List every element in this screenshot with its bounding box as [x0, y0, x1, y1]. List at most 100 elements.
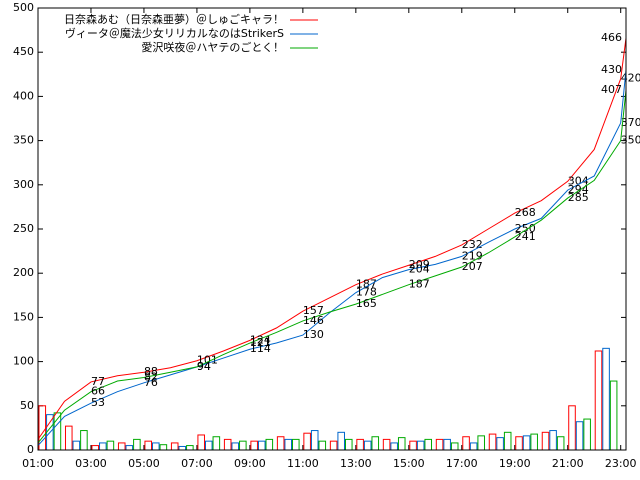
series-line — [37, 37, 627, 440]
bar — [602, 347, 610, 451]
data-label: 114 — [250, 342, 271, 355]
bar — [541, 431, 550, 451]
legend-label: 愛沢咲夜＠ハヤテのごとく！ — [141, 40, 284, 54]
bar — [303, 432, 311, 451]
bar — [594, 350, 603, 451]
data-label: 268 — [515, 206, 536, 219]
bar — [530, 433, 538, 451]
data-label: 53 — [91, 396, 105, 409]
data-label: 204 — [409, 263, 430, 276]
legend-label: ヴィータ＠魔法少女リリカルなのはStrikerS — [65, 26, 284, 40]
bar — [515, 436, 523, 451]
bar — [310, 430, 319, 451]
bar — [99, 442, 107, 451]
y-tick-label: 350 — [13, 134, 34, 147]
data-label: 146 — [303, 314, 324, 327]
bar — [329, 440, 338, 451]
bar — [435, 438, 444, 451]
bar — [133, 438, 141, 451]
data-label: 430 — [601, 63, 622, 76]
data-label: 178 — [356, 286, 377, 299]
x-tick-label: 13:00 — [340, 457, 372, 470]
y-tick-label: 450 — [13, 45, 34, 58]
bar — [170, 442, 179, 451]
bar — [363, 440, 372, 451]
data-label: 407 — [601, 83, 622, 96]
bar — [159, 444, 168, 451]
data-label: 82 — [144, 371, 158, 384]
x-tick-label: 15:00 — [393, 457, 425, 470]
bar — [186, 445, 194, 451]
data-label: 130 — [303, 328, 324, 341]
bar — [477, 435, 485, 451]
bar — [318, 440, 327, 451]
bar — [609, 380, 618, 451]
bar — [284, 438, 293, 451]
bar — [397, 437, 406, 451]
y-tick-label: 150 — [13, 310, 34, 323]
y-tick-label: 100 — [13, 355, 34, 368]
x-tick-label: 07:00 — [181, 457, 213, 470]
bar — [575, 421, 584, 451]
x-tick-label: 17:00 — [446, 457, 478, 470]
bar — [556, 436, 565, 451]
bar — [152, 442, 160, 451]
bar — [344, 438, 353, 451]
bar — [568, 405, 576, 451]
y-tick-label: 50 — [20, 399, 34, 412]
bar — [356, 438, 364, 451]
x-tick-label: 03:00 — [75, 457, 107, 470]
bar — [106, 440, 115, 451]
data-label: 294 — [568, 183, 589, 196]
data-label: 66 — [91, 385, 105, 398]
bar — [117, 442, 126, 451]
data-label: 94 — [197, 360, 211, 373]
x-tick-label: 09:00 — [234, 457, 266, 470]
bar — [390, 442, 398, 451]
data-label: 370 — [621, 116, 640, 129]
bar — [91, 445, 100, 451]
data-label: 304 — [568, 174, 589, 187]
bar — [204, 440, 213, 451]
data-label: 466 — [601, 31, 622, 44]
bar — [488, 433, 497, 451]
bar — [125, 445, 134, 451]
bar — [257, 440, 266, 451]
y-tick-label: 500 — [13, 1, 34, 14]
y-tick-label: 300 — [13, 178, 34, 191]
bar — [223, 438, 232, 451]
bar — [371, 436, 380, 451]
bar — [522, 435, 531, 451]
y-tick-label: 400 — [13, 89, 34, 102]
data-label: 77 — [91, 375, 105, 388]
y-tick-label: 200 — [13, 266, 34, 279]
bar — [503, 431, 512, 451]
data-label: 76 — [144, 376, 158, 389]
data-label: 420 — [621, 72, 640, 85]
data-label: 187 — [356, 278, 377, 291]
series-line — [37, 90, 627, 444]
bar — [178, 445, 187, 451]
bar — [416, 440, 425, 451]
data-label: 350 — [621, 134, 640, 147]
x-tick-label: 01:00 — [22, 457, 54, 470]
data-label: 94 — [197, 360, 211, 373]
data-label: 241 — [515, 230, 536, 243]
bar — [231, 442, 240, 451]
y-tick-label: 0 — [27, 443, 34, 456]
bar — [144, 440, 153, 451]
bar — [80, 430, 88, 451]
bar — [337, 431, 345, 451]
series-line — [37, 69, 627, 446]
bar — [469, 442, 478, 451]
data-label: 285 — [568, 191, 589, 204]
data-label: 165 — [356, 297, 377, 310]
bar — [496, 437, 504, 451]
bar — [250, 440, 258, 451]
bar — [72, 440, 81, 451]
data-label: 157 — [303, 304, 324, 317]
data-label: 187 — [409, 278, 430, 291]
x-tick-label: 11:00 — [287, 457, 319, 470]
x-tick-label: 21:00 — [552, 457, 584, 470]
plot-border — [37, 7, 627, 451]
